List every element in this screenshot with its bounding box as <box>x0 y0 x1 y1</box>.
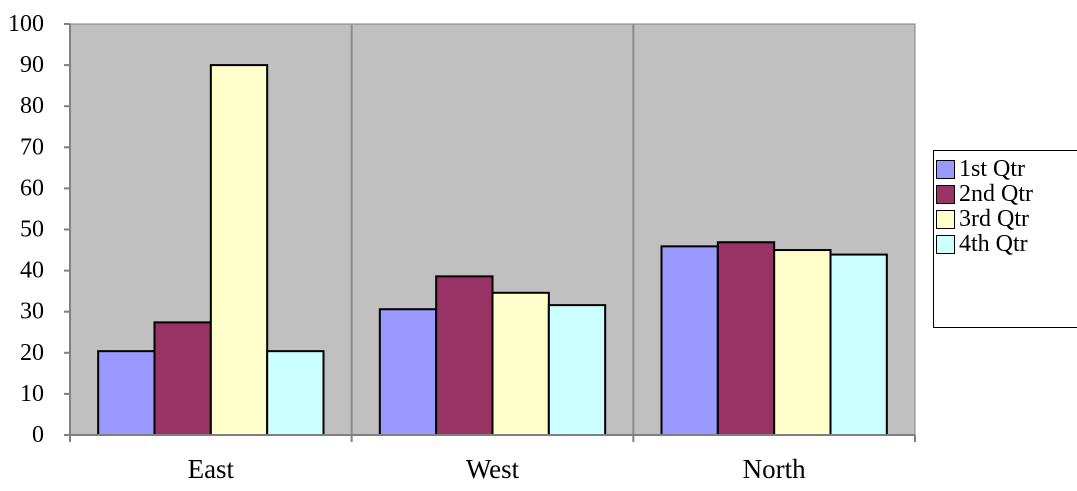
y-tick-label: 10 <box>20 381 44 407</box>
axes-group: 0 10 20 30 40 50 60 70 80 90 100 East West North <box>8 11 916 484</box>
bar-west-1 <box>378 308 438 437</box>
y-tick-label: 80 <box>20 93 44 119</box>
y-tick-label: 0 <box>32 422 44 448</box>
legend: 1st Qtr 2nd Qtr 3rd Qtr 4th Qtr <box>933 150 1077 328</box>
legend-item: 2nd Qtr <box>934 182 1077 207</box>
legend-label: 3rd Qtr <box>959 206 1029 232</box>
y-tick-label: 30 <box>20 299 44 325</box>
legend-item: 3rd Qtr <box>934 207 1077 232</box>
x-tick-label: East <box>188 454 235 484</box>
legend-item: 4th Qtr <box>934 232 1077 257</box>
y-tick-label: 20 <box>20 340 44 366</box>
bar-north-3 <box>773 249 832 436</box>
legend-swatch <box>936 210 955 229</box>
x-tick-label: West <box>466 454 520 484</box>
y-tick-label: 70 <box>20 134 44 160</box>
bars-group <box>97 64 888 437</box>
bar-north-1 <box>660 245 719 436</box>
bar-east-4 <box>266 350 325 437</box>
bar-east-1 <box>97 350 156 437</box>
x-tick-label: North <box>743 454 806 484</box>
legend-item: 1st Qtr <box>934 157 1077 182</box>
bar-north-4 <box>829 253 888 436</box>
bar-west-2 <box>435 275 494 436</box>
legend-label: 1st Qtr <box>959 156 1025 182</box>
bar-north-2 <box>716 241 776 436</box>
y-tick-label: 40 <box>20 258 44 284</box>
legend-label: 4th Qtr <box>959 231 1028 257</box>
y-tick-label: 100 <box>8 11 44 37</box>
bar-west-3 <box>491 291 550 436</box>
y-tick-label: 50 <box>20 217 44 243</box>
bar-east-2 <box>153 321 212 436</box>
bar-west-4 <box>547 304 607 436</box>
legend-swatch <box>936 235 955 254</box>
bar-east-3 <box>209 64 269 436</box>
legend-swatch <box>936 160 955 179</box>
legend-label: 2nd Qtr <box>959 181 1033 207</box>
legend-swatch <box>936 185 955 204</box>
y-tick-label: 90 <box>20 52 44 78</box>
y-tick-label: 60 <box>20 175 44 201</box>
